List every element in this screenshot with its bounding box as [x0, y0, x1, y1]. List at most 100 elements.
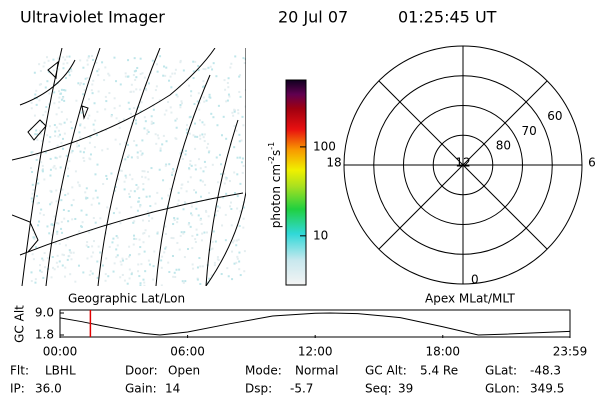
- noise-dot: [231, 278, 234, 281]
- noise-dot: [61, 264, 64, 267]
- noise-dot: [46, 257, 49, 260]
- noise-dot: [139, 205, 142, 208]
- noise-dot: [167, 261, 170, 264]
- noise-dot: [175, 126, 178, 129]
- noise-dot: [147, 82, 150, 85]
- noise-dot: [78, 131, 81, 134]
- noise-dot: [191, 263, 194, 266]
- info-value: -48.3: [530, 364, 561, 378]
- noise-dot: [62, 89, 65, 92]
- noise-dot: [61, 147, 64, 150]
- noise-dot: [85, 197, 88, 200]
- noise-dot: [138, 275, 141, 278]
- noise-dot: [68, 71, 71, 74]
- noise-dot: [233, 110, 236, 113]
- noise-dot: [239, 95, 242, 98]
- noise-dot: [122, 118, 125, 121]
- noise-dot: [198, 101, 201, 104]
- noise-dot: [239, 210, 242, 213]
- noise-dot: [176, 221, 179, 224]
- noise-dot: [48, 140, 51, 143]
- noise-dot: [114, 185, 117, 188]
- noise-dot: [171, 171, 174, 174]
- noise-dot: [175, 137, 178, 140]
- noise-dot: [47, 70, 50, 73]
- mlt-label: 18: [326, 156, 341, 170]
- noise-dot: [189, 116, 192, 119]
- noise-dot: [216, 205, 219, 208]
- noise-dot: [159, 55, 162, 58]
- noise-dot: [201, 265, 204, 268]
- noise-dot: [158, 99, 161, 102]
- noise-dot: [77, 264, 80, 267]
- noise-dot: [58, 101, 61, 104]
- colorbar-tick-label: 100: [313, 139, 336, 153]
- noise-dot: [194, 164, 197, 167]
- noise-dot: [242, 206, 245, 209]
- noise-dot: [156, 70, 159, 73]
- noise-dot: [161, 143, 164, 146]
- noise-dot: [35, 103, 38, 106]
- noise-dot: [147, 178, 150, 181]
- noise-dot: [235, 261, 238, 264]
- noise-dot: [132, 106, 135, 109]
- noise-dot: [104, 95, 107, 98]
- noise-dot: [239, 156, 242, 159]
- noise-dot: [74, 170, 77, 173]
- noise-dot: [180, 100, 183, 103]
- noise-dot: [195, 228, 198, 231]
- noise-dot: [139, 150, 142, 153]
- noise-dot: [215, 75, 218, 78]
- noise-dot: [96, 260, 99, 263]
- noise-dot: [133, 139, 136, 142]
- noise-dot: [83, 147, 86, 150]
- noise-dot: [230, 201, 233, 204]
- noise-dot: [139, 73, 142, 76]
- noise-dot: [101, 149, 104, 152]
- noise-dot: [57, 57, 60, 60]
- noise-dot: [87, 98, 90, 101]
- lat-label: 70: [521, 124, 536, 138]
- label-part: -1: [267, 142, 276, 150]
- noise-dot: [202, 170, 205, 173]
- noise-dot: [165, 246, 168, 249]
- noise-dot: [44, 86, 47, 89]
- noise-dot: [143, 232, 146, 235]
- noise-dot: [212, 116, 215, 119]
- noise-dot: [128, 254, 131, 257]
- noise-dot: [153, 250, 156, 253]
- noise-dot: [62, 208, 65, 211]
- noise-dot: [82, 271, 85, 274]
- noise-dot: [48, 125, 51, 128]
- noise-dot: [58, 133, 61, 136]
- colorbar-tick-label: 10: [313, 228, 328, 242]
- noise-dot: [142, 182, 145, 185]
- noise-dot: [155, 142, 158, 145]
- noise-dot: [104, 66, 107, 69]
- noise-dot: [194, 241, 197, 244]
- noise-dot: [138, 253, 141, 256]
- noise-dot: [201, 133, 204, 136]
- noise-dot: [209, 65, 212, 68]
- noise-dot: [30, 271, 33, 274]
- noise-dot: [162, 179, 165, 182]
- noise-dot: [160, 259, 163, 262]
- noise-dot: [152, 108, 155, 111]
- noise-dot: [201, 180, 204, 183]
- noise-dot: [143, 170, 146, 173]
- noise-dot: [220, 163, 223, 166]
- noise-dot: [68, 160, 71, 163]
- noise-dot: [50, 276, 53, 279]
- noise-dot: [201, 232, 204, 235]
- noise-dot: [34, 93, 37, 96]
- noise-dot: [226, 81, 229, 84]
- noise-dot: [82, 93, 85, 96]
- noise-dot: [116, 254, 119, 257]
- noise-dot: [92, 123, 95, 126]
- noise-dot: [96, 196, 99, 199]
- noise-dot: [186, 248, 189, 251]
- noise-dot: [241, 157, 244, 160]
- noise-dot: [126, 282, 129, 285]
- noise-dot: [115, 256, 118, 259]
- noise-dot: [105, 174, 108, 177]
